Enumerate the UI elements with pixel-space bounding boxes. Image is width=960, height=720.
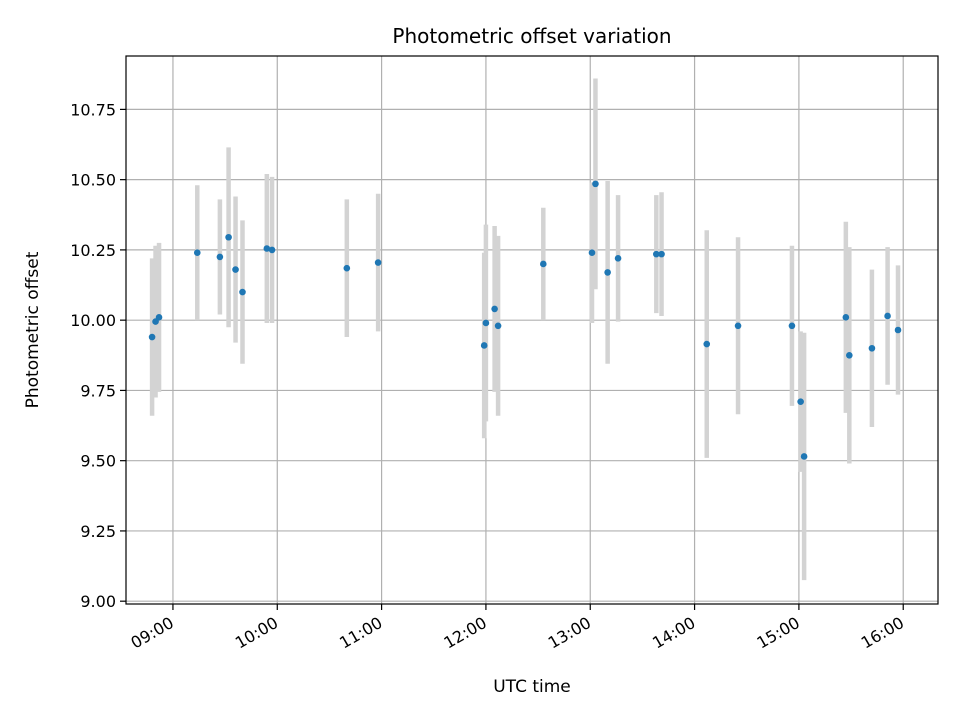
chart-title: Photometric offset variation [392, 24, 671, 48]
data-point [491, 305, 498, 313]
data-point [884, 312, 891, 320]
y-tick-label: 9.75 [80, 381, 116, 400]
data-point [788, 322, 796, 330]
data-point [193, 249, 201, 257]
y-axis: 9.00 9.25 9.50 9.75 10.00 10.25 10.50 10.75 [70, 100, 126, 611]
data-point [800, 453, 808, 460]
data-point [482, 319, 490, 327]
y-tick-label: 9.25 [80, 522, 116, 541]
data-point [343, 264, 351, 272]
data-point [703, 340, 711, 348]
y-tick-label: 10.00 [70, 311, 116, 330]
data-point [658, 250, 665, 258]
data-point [842, 314, 850, 321]
grid-lines [126, 56, 938, 604]
plot-area-frame [125, 55, 939, 605]
y-tick-label: 10.75 [70, 100, 116, 119]
data-point [894, 326, 902, 334]
data-point [374, 259, 382, 266]
data-point [239, 288, 246, 296]
data-point [494, 322, 502, 330]
data-point [734, 322, 742, 330]
data-point [232, 266, 239, 273]
data-point [653, 250, 660, 258]
data-points [148, 180, 902, 460]
y-tick-label: 9.50 [80, 452, 116, 471]
y-tick-label: 9.00 [80, 592, 116, 611]
data-point [216, 253, 224, 261]
data-point [588, 249, 596, 257]
data-point [155, 314, 163, 321]
data-point [592, 180, 599, 188]
data-point [225, 233, 232, 241]
data-point [268, 246, 276, 254]
y-axis-label: Photometric offset [23, 251, 43, 408]
data-point [148, 333, 156, 341]
data-point [614, 255, 622, 262]
y-tick-label: 10.25 [70, 241, 116, 260]
data-point [540, 260, 547, 268]
data-point [846, 351, 853, 359]
data-point [868, 344, 876, 352]
data-point [797, 398, 804, 405]
y-tick-label: 10.50 [70, 171, 116, 190]
x-axis-label: UTC time [493, 677, 571, 697]
data-point [604, 269, 611, 276]
data-point [480, 342, 488, 349]
data-point [263, 245, 271, 252]
